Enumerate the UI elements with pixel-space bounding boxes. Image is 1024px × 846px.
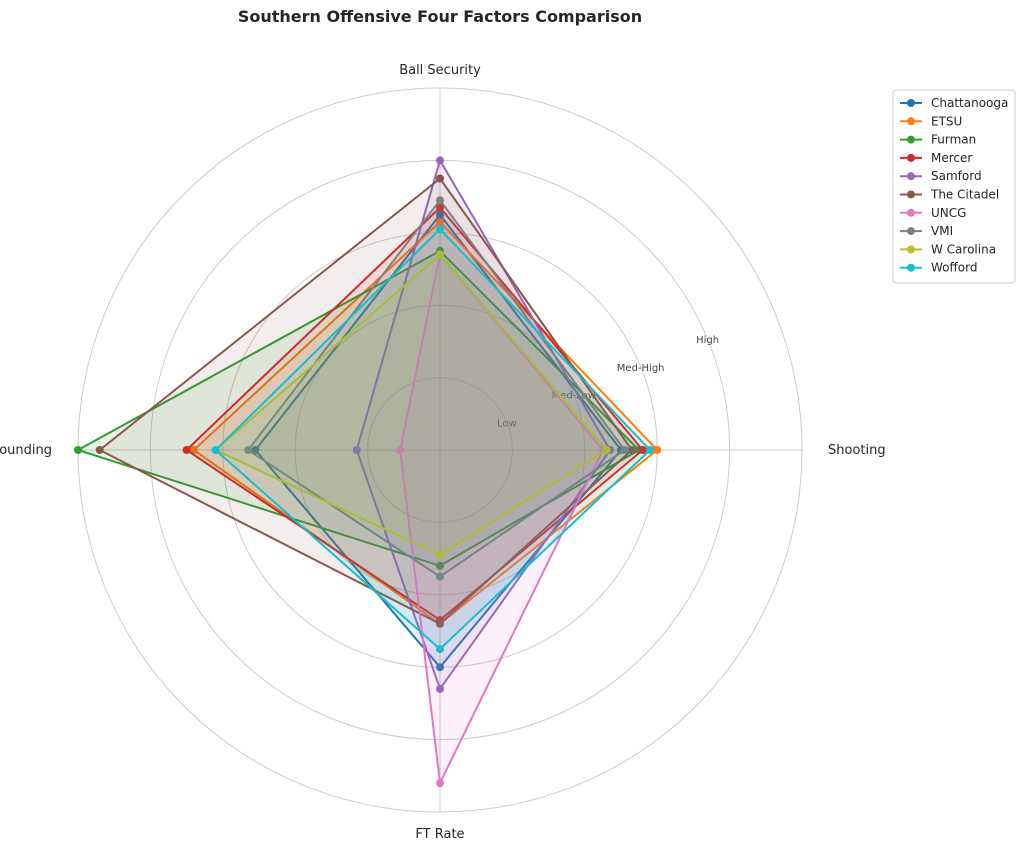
series-area [215, 254, 607, 555]
data-point [620, 446, 629, 454]
ring-labels: Low Med-Low Med-High High [497, 335, 719, 429]
data-point [645, 446, 654, 454]
legend-item: VMI [900, 224, 953, 238]
data-point [436, 250, 444, 259]
data-point [602, 446, 611, 454]
axis-label: FT Rate [415, 827, 464, 842]
legend-marker [907, 99, 915, 107]
data-point [211, 446, 220, 454]
data-point [436, 156, 444, 165]
data-point [627, 446, 636, 454]
data-point [436, 645, 444, 654]
legend-item: Chattanooga [900, 96, 1008, 110]
legend-marker [907, 227, 915, 236]
data-point [436, 203, 444, 212]
data-point [436, 619, 444, 628]
data-point [251, 446, 260, 454]
legend-label: VMI [931, 224, 953, 238]
legend-marker [907, 245, 915, 254]
legend-label: Chattanooga [931, 96, 1008, 110]
series-wofford [211, 225, 654, 654]
chart-title: Southern Offensive Four Factors Comparis… [238, 7, 642, 26]
data-point [638, 446, 647, 454]
series-area [400, 254, 603, 783]
legend-label: UNCG [931, 206, 966, 220]
legend-item: Samford [900, 169, 982, 183]
legend-item: UNCG [900, 206, 966, 220]
legend-label: ETSU [931, 114, 962, 128]
ring-label: Med-Low [552, 391, 596, 402]
legend-label: Samford [931, 169, 982, 183]
legend-item: Wofford [900, 261, 977, 275]
legend-marker [907, 263, 915, 272]
data-point [653, 446, 662, 454]
ring-label: Med-High [617, 363, 665, 374]
data-point [182, 446, 191, 454]
legend-marker [907, 135, 915, 144]
legend-label: Furman [931, 133, 976, 147]
legend-item: ETSU [900, 114, 962, 128]
series-area [78, 250, 640, 566]
legend-box [892, 89, 1016, 284]
data-point [436, 196, 444, 205]
axis-label: Off Rebounding [0, 443, 52, 458]
series-area [248, 200, 625, 577]
data-point [74, 446, 82, 454]
data-point [436, 217, 444, 226]
legend-label: Wofford [931, 261, 977, 275]
series-area [356, 160, 611, 689]
legend-marker [907, 172, 915, 181]
ring-label: Low [497, 418, 517, 429]
data-point [436, 174, 444, 183]
legend: Chattanooga ETSU Furman Mercer Samford The Ci… [892, 89, 1016, 284]
data-point [189, 446, 198, 454]
data-point [436, 225, 444, 234]
legend-label: Mercer [931, 151, 972, 165]
data-point [352, 446, 361, 454]
series-layer [74, 156, 662, 788]
legend-item: Mercer [900, 151, 972, 165]
legend-marker [907, 190, 915, 199]
legend-marker [907, 208, 915, 217]
data-point [436, 550, 444, 559]
legend-label: W Carolina [931, 242, 996, 256]
legend-item: Furman [900, 133, 976, 147]
series-vmi [244, 196, 629, 581]
data-point [244, 446, 253, 454]
legend-item: W Carolina [900, 242, 996, 256]
data-point [436, 572, 444, 581]
data-point [396, 446, 405, 454]
data-point [95, 446, 104, 454]
axis-labels: Shooting Ball Security Off Rebounding FT Ra… [0, 63, 886, 842]
data-point [436, 210, 444, 219]
legend-label: The Citadel [930, 188, 999, 202]
axis-label: Ball Security [399, 63, 481, 78]
data-point [436, 684, 444, 693]
legend-item: The Citadel [900, 188, 999, 202]
legend-marker [907, 117, 915, 126]
data-point [436, 779, 444, 788]
data-point [436, 663, 444, 672]
axis-label: Shooting [828, 443, 886, 458]
series-area [255, 214, 621, 668]
data-point [436, 561, 444, 570]
ring-label: High [696, 335, 719, 346]
series-area [215, 229, 650, 650]
legend-marker [907, 153, 915, 162]
